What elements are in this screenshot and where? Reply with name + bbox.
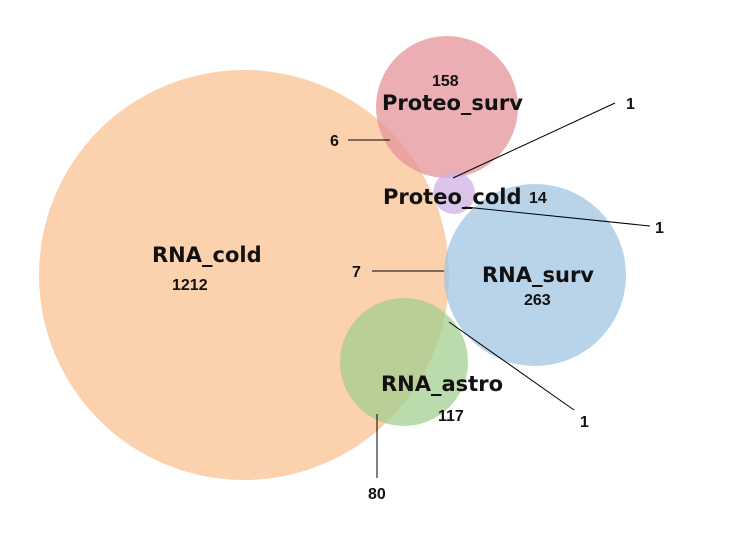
leader-1-bottom [448, 321, 575, 411]
overlap-rnacold-rnasurv: 7 [352, 264, 361, 281]
rna-astro-circle [340, 298, 468, 426]
rna-cold-label: RNA_cold [152, 243, 262, 267]
leader-1-top [452, 102, 616, 179]
proteo-surv-count: 158 [432, 73, 459, 90]
overlap-rnacold-proteosurv: 6 [330, 133, 339, 150]
proteo-surv-circle [376, 36, 518, 178]
rna-cold-count: 1212 [172, 277, 208, 294]
proteo-cold-label: Proteo_cold [383, 185, 522, 209]
overlap-proteocold-rnasurv: 1 [655, 220, 664, 237]
rna-astro-label: RNA_astro [381, 372, 503, 396]
rna-astro-count: 117 [438, 408, 464, 425]
proteo-cold-count: 14 [529, 190, 547, 207]
proteo-cold-circle [433, 172, 475, 214]
overlap-rnasurv-rnaastro: 1 [580, 414, 589, 431]
overlap-proteosurv-proteocold: 1 [626, 96, 635, 113]
proteo-surv-label: Proteo_surv [382, 91, 523, 115]
rna-surv-label: RNA_surv [482, 263, 594, 287]
leader-1-mid [464, 206, 651, 227]
rna-surv-circle [444, 184, 626, 366]
rna-surv-count: 263 [524, 292, 551, 309]
overlap-rnacold-rnaastro: 80 [368, 486, 386, 503]
